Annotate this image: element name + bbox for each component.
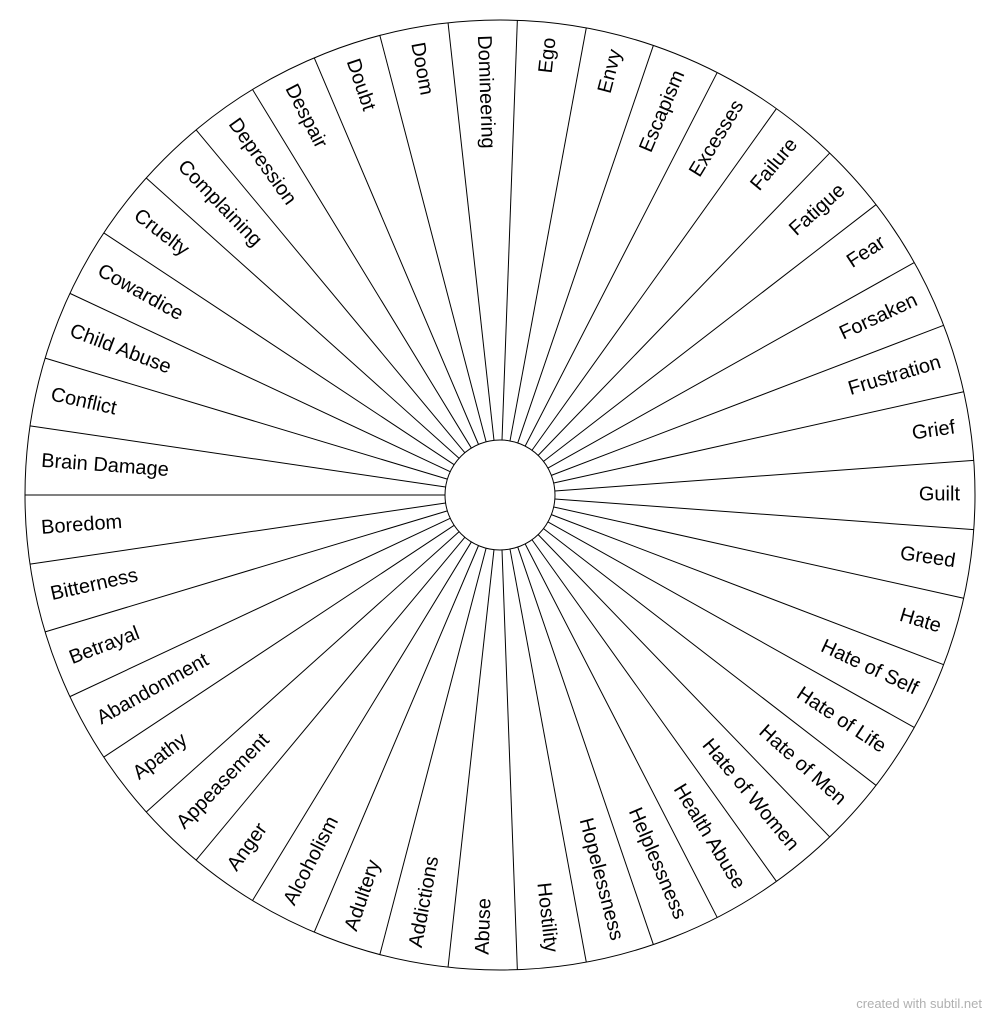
segment-label: Abuse: [471, 898, 495, 955]
segment-label: Guilt: [919, 483, 961, 505]
attribution-text: created with subtil.net: [856, 996, 982, 1011]
segment-label: Ego: [535, 36, 561, 74]
segment-label: Domineering: [473, 35, 499, 149]
radial-wheel-chart: GuiltGreedHateHate of SelfHate of LifeHa…: [0, 0, 1000, 1019]
